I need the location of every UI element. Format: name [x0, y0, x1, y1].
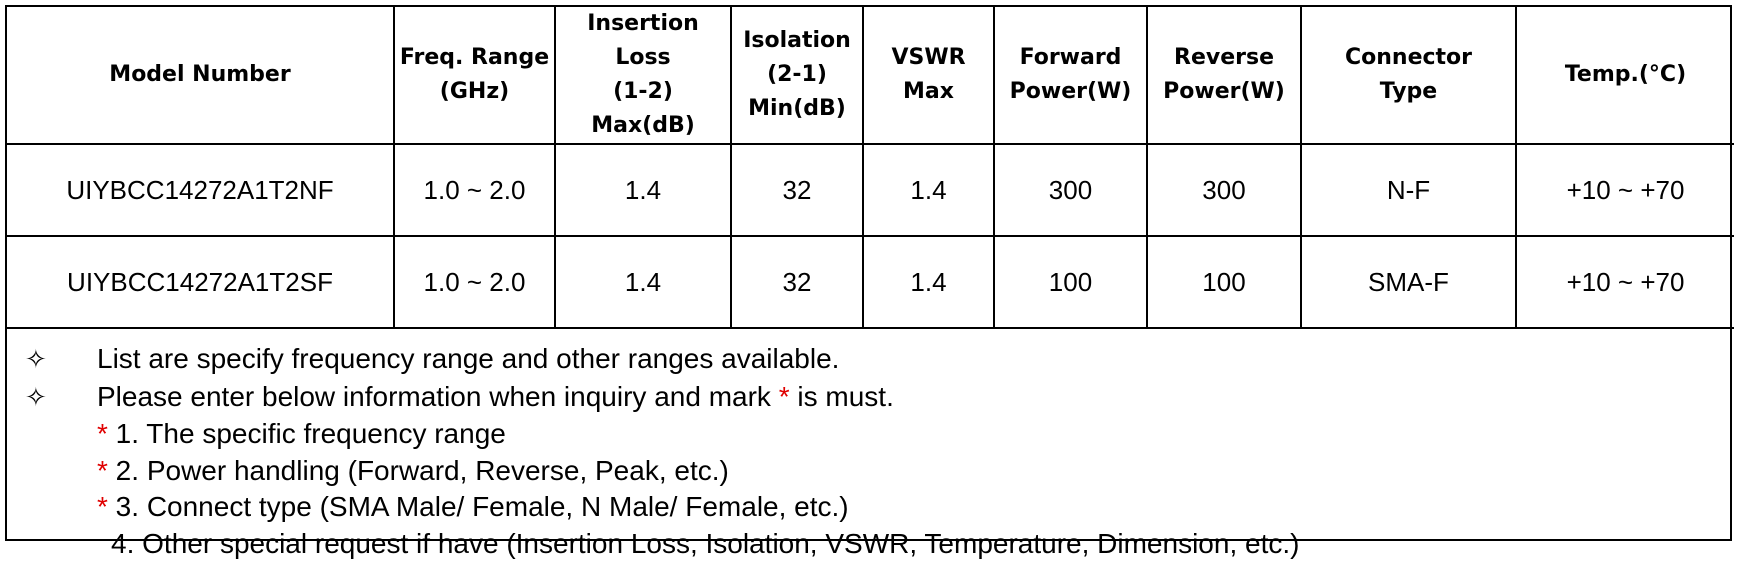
required-item-text: 2. Power handling (Forward, Reverse, Pea…	[108, 455, 729, 486]
optional-item: 4. Other special request if have (Insert…	[25, 526, 1730, 562]
cell-vswr: 1.4	[863, 236, 994, 328]
note-item: ✧ List are specify frequency range and o…	[25, 341, 1730, 379]
cell-reverse-power: 100	[1147, 236, 1301, 328]
spec-table: Model Number Freq. Range (GHz) Insertion…	[7, 7, 1734, 329]
cell-temp: +10 ~ +70	[1516, 236, 1734, 328]
required-item: * 3. Connect type (SMA Male/ Female, N M…	[25, 489, 1730, 526]
required-item-text: 1. The specific frequency range	[108, 418, 506, 449]
header-freq-range: Freq. Range (GHz)	[394, 7, 555, 144]
note-text-pre: Please enter below information when inqu…	[97, 381, 779, 412]
notes: ✧ List are specify frequency range and o…	[7, 329, 1730, 562]
required-item-text: 3. Connect type (SMA Male/ Female, N Mal…	[108, 491, 849, 522]
cell-vswr: 1.4	[863, 144, 994, 236]
table-row: UIYBCC14272A1T2NF 1.0 ~ 2.0 1.4 32 1.4 3…	[7, 144, 1734, 236]
note-text: List are specify frequency range and oth…	[97, 341, 839, 378]
header-reverse-power: Reverse Power(W)	[1147, 7, 1301, 144]
required-asterisk: *	[97, 455, 108, 486]
cell-reverse-power: 300	[1147, 144, 1301, 236]
note-item: ✧ Please enter below information when in…	[25, 379, 1730, 417]
required-item: * 2. Power handling (Forward, Reverse, P…	[25, 453, 1730, 490]
cell-insertion-loss: 1.4	[555, 236, 731, 328]
cell-temp: +10 ~ +70	[1516, 144, 1734, 236]
required-asterisk: *	[97, 418, 108, 449]
header-isolation: Isolation (2-1) Min(dB)	[731, 7, 863, 144]
spec-sheet: Model Number Freq. Range (GHz) Insertion…	[5, 5, 1732, 541]
sparkle-bullet-icon: ✧	[25, 380, 97, 417]
required-item: * 1. The specific frequency range	[25, 416, 1730, 453]
cell-isolation: 32	[731, 144, 863, 236]
cell-forward-power: 100	[994, 236, 1147, 328]
cell-freq-range: 1.0 ~ 2.0	[394, 144, 555, 236]
table-row: UIYBCC14272A1T2SF 1.0 ~ 2.0 1.4 32 1.4 1…	[7, 236, 1734, 328]
header-model-number: Model Number	[7, 7, 394, 144]
cell-connector-type: SMA-F	[1301, 236, 1516, 328]
cell-freq-range: 1.0 ~ 2.0	[394, 236, 555, 328]
header-insertion-loss: Insertion Loss (1-2) Max(dB)	[555, 7, 731, 144]
cell-connector-type: N-F	[1301, 144, 1516, 236]
required-asterisk: *	[779, 381, 790, 412]
header-forward-power: Forward Power(W)	[994, 7, 1147, 144]
cell-forward-power: 300	[994, 144, 1147, 236]
header-row: Model Number Freq. Range (GHz) Insertion…	[7, 7, 1734, 144]
cell-model-number: UIYBCC14272A1T2NF	[7, 144, 394, 236]
note-text: Please enter below information when inqu…	[97, 379, 894, 416]
header-temp: Temp.(°C)	[1516, 7, 1734, 144]
cell-insertion-loss: 1.4	[555, 144, 731, 236]
header-connector-type: Connector Type	[1301, 7, 1516, 144]
cell-isolation: 32	[731, 236, 863, 328]
cell-model-number: UIYBCC14272A1T2SF	[7, 236, 394, 328]
sparkle-bullet-icon: ✧	[25, 342, 97, 379]
header-vswr: VSWR Max	[863, 7, 994, 144]
note-text-post: is must.	[790, 381, 894, 412]
required-asterisk: *	[97, 491, 108, 522]
